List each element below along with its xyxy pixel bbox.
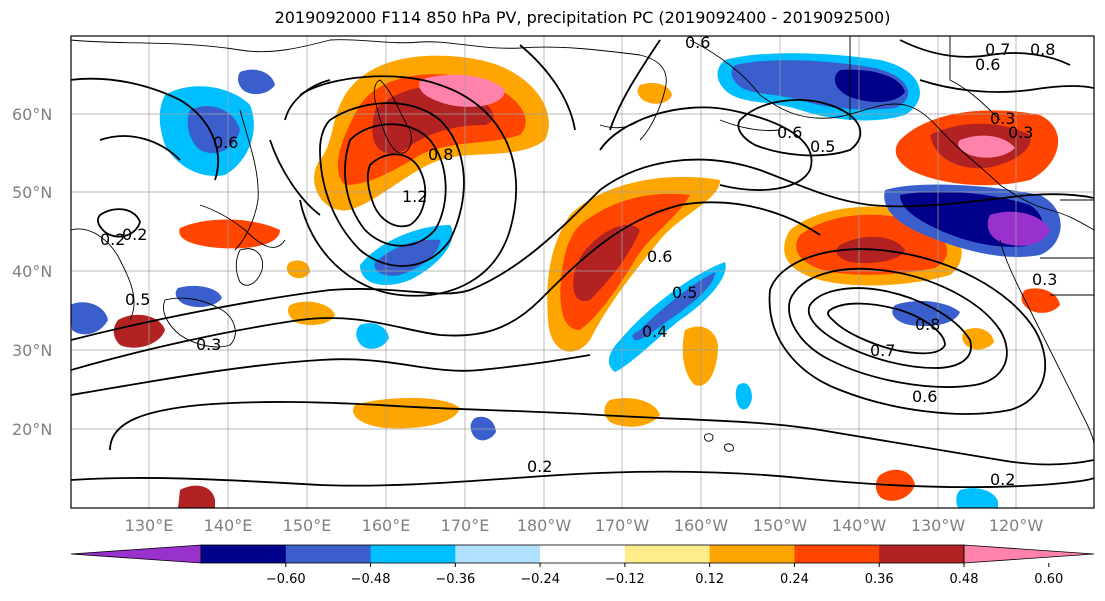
colorbar-tick-label: 0.24 — [780, 572, 809, 587]
precip-blob — [956, 488, 998, 508]
lat-label: 30°N — [12, 341, 52, 360]
colorbar-tick-label: −0.48 — [351, 572, 391, 587]
colorbar-segment — [540, 545, 626, 563]
precip-blob — [374, 239, 440, 276]
colorbar-segment — [624, 545, 711, 563]
lat-label: 40°N — [12, 262, 52, 281]
precip-blob — [286, 260, 310, 279]
colorbar-tick-label: 0.48 — [950, 572, 979, 587]
colorbar-segment — [201, 545, 287, 563]
precip-blob — [353, 397, 460, 429]
pv-contours — [71, 39, 1094, 489]
colorbar-tick-label: −0.36 — [435, 572, 475, 587]
colorbar-segment — [794, 545, 880, 563]
colorbar-segment — [455, 545, 541, 563]
precip-blob — [113, 314, 165, 348]
contour-label: 0.8 — [915, 315, 940, 334]
precip-blob — [179, 219, 280, 249]
contour-label: 0.5 — [672, 283, 697, 302]
colorbar-tick-label: 0.36 — [865, 572, 894, 587]
precip-blob — [958, 135, 1015, 158]
lon-label: 180°W — [517, 516, 572, 535]
lon-label: 170°E — [441, 516, 490, 535]
colorbar-segment — [285, 545, 372, 563]
contour-label: 0.6 — [777, 123, 802, 142]
contour-label: 0.3 — [990, 109, 1015, 128]
colorbar-segment — [709, 545, 795, 563]
precip-blob — [238, 69, 275, 95]
precip-blob — [834, 69, 905, 103]
contour-label: 0.5 — [125, 290, 150, 309]
colorbar-segment — [370, 545, 456, 563]
contour-label: 0.6 — [213, 133, 238, 152]
lat-label: 20°N — [12, 420, 52, 439]
precip-blob — [1021, 288, 1060, 313]
contour-label: 0.4 — [642, 322, 667, 341]
precip-blob — [573, 225, 640, 301]
colorbar: −0.60 −0.48 −0.36 −0.24 −0.12 0.12 0.24 0.36 0.4… — [70, 544, 1095, 587]
precipitation-shading — [71, 53, 1061, 508]
contour-label: 0.3 — [196, 335, 221, 354]
contour-label: 0.6 — [975, 55, 1000, 74]
colorbar-extend-max — [963, 544, 1095, 564]
colorbar-tick-label: 0.12 — [695, 572, 724, 587]
lon-label: 140°E — [204, 516, 253, 535]
precip-blob — [178, 485, 215, 508]
contour-label: 0.8 — [1030, 40, 1055, 59]
precip-blob — [682, 326, 718, 386]
lon-label: 150°E — [283, 516, 332, 535]
precip-blob — [892, 300, 960, 327]
lon-label: 160°W — [674, 516, 729, 535]
lon-label: 160°E — [362, 516, 411, 535]
precip-blob — [632, 272, 715, 341]
contour-labels: 0.6 0.7 0.8 0.6 0.6 0.5 0.3 0.2 1.2 0.8 … — [100, 33, 1057, 489]
contour-label: 0.2 — [527, 457, 552, 476]
map-title: 2019092000 F114 850 hPa PV, precipitatio… — [274, 8, 891, 27]
latitude-labels: 60°N 50°N 40°N 30°N 20°N — [12, 105, 52, 439]
precip-blob — [735, 383, 752, 410]
colorbar-segment — [879, 545, 965, 563]
contour-label: 0.3 — [1008, 123, 1033, 142]
colorbar-outline — [200, 544, 965, 564]
precip-blob — [356, 323, 389, 349]
contour-label: 0.7 — [870, 341, 895, 360]
precip-blob — [637, 83, 672, 104]
precip-blob — [604, 398, 660, 427]
lon-label: 130°E — [125, 516, 174, 535]
colorbar-tick-label: 0.60 — [1034, 572, 1063, 587]
lat-label: 60°N — [12, 105, 52, 124]
longitude-labels: 130°E 140°E 150°E 160°E 170°E 180°W 170°… — [125, 516, 1044, 535]
map-frame — [70, 35, 1095, 509]
lon-label: 150°W — [753, 516, 808, 535]
lon-label: 140°W — [832, 516, 887, 535]
colorbar-tick-label: −0.12 — [605, 572, 645, 587]
colorbar-tick-label: −0.24 — [520, 572, 560, 587]
colorbar-extend-min — [70, 544, 202, 564]
contour-label: 0.8 — [428, 145, 453, 164]
lon-label: 130°W — [911, 516, 966, 535]
contour-label: 0.2 — [990, 470, 1015, 489]
precip-blob — [175, 285, 222, 308]
precip-blob — [470, 416, 496, 441]
contour-label: 1.2 — [402, 187, 427, 206]
contour-label: 0.6 — [685, 33, 710, 52]
contour-label: 0.2 — [100, 230, 125, 249]
lon-label: 170°W — [595, 516, 650, 535]
contour-label: 0.5 — [810, 137, 835, 156]
contour-label: 0.3 — [1032, 270, 1057, 289]
contour-label: 0.6 — [912, 387, 937, 406]
precip-blob — [987, 211, 1050, 246]
lon-label: 120°W — [989, 516, 1044, 535]
colorbar-tick-label: −0.60 — [266, 572, 306, 587]
precip-blob — [419, 74, 505, 107]
coastlines — [71, 36, 1094, 452]
precip-blob — [71, 302, 108, 335]
contour-label: 0.7 — [985, 40, 1010, 59]
contour-label: 0.2 — [122, 225, 147, 244]
precip-blob — [962, 328, 994, 350]
contour-label: 0.6 — [647, 247, 672, 266]
lat-label: 50°N — [12, 183, 52, 202]
